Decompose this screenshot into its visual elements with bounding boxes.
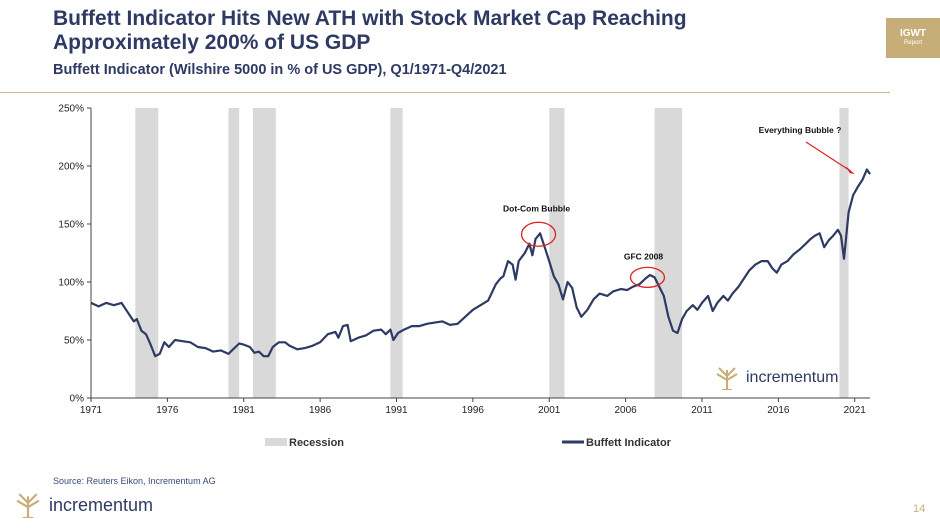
chart-subtitle: Buffett Indicator (Wilshire 5000 in % of… [53, 62, 507, 78]
brand-name: incrementum [746, 369, 839, 386]
footer-brand-logo: incrementum [13, 492, 153, 518]
x-tick-label: 1971 [80, 405, 103, 416]
series-line-buffett-indicator [90, 168, 871, 358]
y-tick-label: 200% [58, 162, 84, 173]
everything-bubble-arrowhead [845, 166, 855, 175]
source-note: Source: Reuters Eikon, Incrementum AG [53, 476, 216, 486]
annotation-dotcom-bubble: Dot-Com Bubble [503, 203, 570, 213]
x-tick-label: 1976 [156, 405, 179, 416]
recession-band-4 [549, 108, 565, 398]
series-layer [90, 168, 871, 358]
gfc-highlight-circle [629, 266, 666, 289]
recession-band-2 [252, 108, 276, 398]
footer-brand-name: incrementum [49, 494, 154, 515]
legend-label-recession: Recession [289, 437, 344, 449]
recession-bands [135, 108, 849, 398]
badge-line1: IGWT [899, 28, 927, 39]
page-number: 14 [913, 503, 926, 515]
chart-brand-logo: incrementum [714, 366, 838, 390]
recession-band-1 [228, 108, 240, 398]
recession-band-5 [654, 108, 683, 398]
recession-band-0 [135, 108, 159, 398]
x-tick-label: 2006 [614, 405, 637, 416]
igwt-report-badge: IGWT Report [886, 18, 940, 58]
incrementum-tree-icon [716, 367, 738, 390]
y-tick-label: 0% [70, 394, 85, 405]
recession-band-3 [390, 108, 403, 398]
chart-legend: Recession Buffett Indicator [265, 437, 672, 449]
x-tick-label: 2016 [767, 405, 790, 416]
chart-axes: 0% 50% 100% 150% 200% 250% 1971 1976 1981 1986 199… [58, 104, 870, 416]
everything-bubble-arrow [805, 141, 852, 172]
y-tick-label: 250% [58, 104, 84, 115]
badge-line2: Report [903, 40, 922, 46]
y-tick-label: 100% [58, 278, 84, 289]
incrementum-tree-icon [16, 493, 40, 518]
annotation-gfc-2008: GFC 2008 [624, 251, 663, 261]
x-tick-label: 1986 [309, 405, 332, 416]
annotation-everything-bubble: Everything Bubble ? [759, 125, 842, 135]
legend-label-buffett: Buffett Indicator [586, 437, 672, 449]
x-tick-label: 1991 [385, 405, 408, 416]
x-tick-label: 2001 [538, 405, 561, 416]
legend-swatch-recession [265, 438, 287, 446]
dotcom-highlight-circle [520, 221, 557, 247]
x-tick-label: 2011 [691, 405, 713, 416]
x-tick-label: 2021 [844, 405, 867, 416]
x-tick-label: 1996 [462, 405, 485, 416]
x-tick-label: 1981 [233, 405, 256, 416]
annotation-layer: Dot-Com Bubble GFC 2008 Everything Bubble … [503, 125, 855, 289]
y-tick-label: 150% [58, 220, 84, 231]
y-tick-label: 50% [64, 336, 84, 347]
header-divider [0, 92, 890, 93]
page-title: Buffett Indicator Hits New ATH with Stoc… [53, 7, 687, 54]
